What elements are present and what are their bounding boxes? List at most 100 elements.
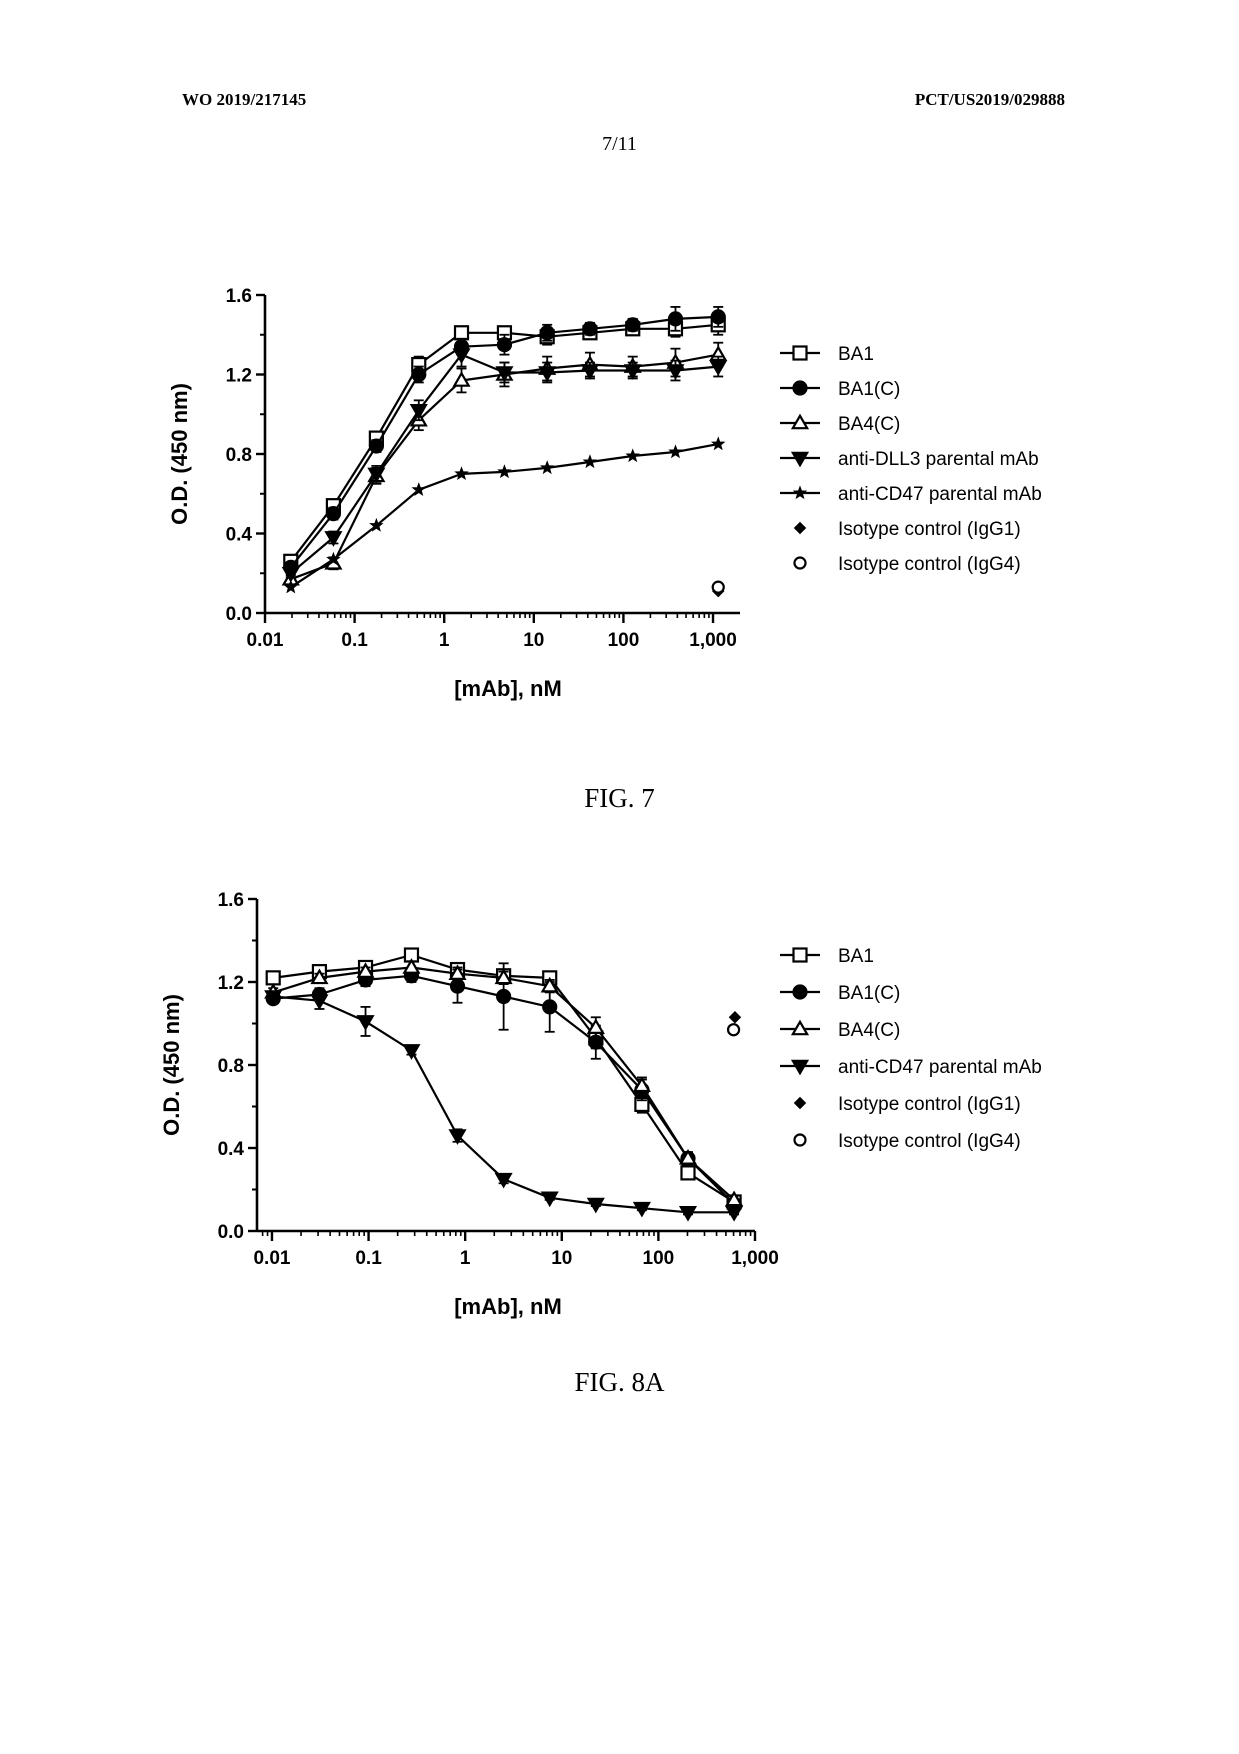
fig8a-point-anti-cd47-parental-mab — [494, 1172, 513, 1189]
fig7-point-ba1-c — [539, 325, 555, 341]
fig8a-point-isotype-control-igg4 — [726, 1023, 741, 1037]
fig8a-legend-label: BA1(C) — [838, 983, 900, 1004]
fig8a-point-anti-cd47-parental-mab — [310, 994, 329, 1011]
fig7-series-ba1-c — [283, 306, 726, 575]
fig7-point-anti-cd47-parental-mab — [411, 482, 427, 496]
fig7-point-ba1 — [453, 325, 470, 341]
publication-number: WO 2019/217145 — [182, 90, 307, 109]
fig7-point-anti-dll3-parental-mab — [666, 364, 685, 380]
fig7-point-ba1-c — [411, 366, 427, 383]
fig8a-point-ba4-c — [448, 964, 467, 981]
fig7-legend-marker — [793, 521, 807, 535]
fig8a-point-ba4-c — [402, 958, 421, 974]
fig7-legend-label: BA1(C) — [838, 379, 900, 400]
fig8a-legend-marker — [792, 947, 808, 963]
fig7-point-isotype-control-igg4 — [711, 580, 725, 594]
fig8a-point-ba1-c — [542, 999, 558, 1015]
fig7-y-tick-label: 0.4 — [226, 525, 253, 546]
fig7-legend-marker — [792, 485, 808, 500]
fig7-point-anti-cd47-parental-mab — [539, 460, 555, 475]
fig8a-point-ba1-c — [496, 988, 512, 1005]
fig8a-series-ba4-c — [264, 958, 744, 1207]
fig7-legend-marker — [790, 451, 810, 468]
fig7-legend-item-isotype-control-igg4: Isotype control (IgG4) — [793, 554, 1021, 575]
fig7-legend-label: Isotype control (IgG4) — [838, 554, 1021, 575]
fig8a-point-ba4-c — [632, 1076, 651, 1093]
fig7-point-ba1-c — [710, 309, 726, 325]
fig7-legend-label: BA4(C) — [838, 414, 900, 435]
fig7-legend-item-ba1: BA1 — [780, 344, 874, 365]
fig7-series-anti-dll3-parental-mab — [281, 341, 728, 583]
fig7-legend-marker — [790, 413, 810, 430]
fig8a-y-tick-label: 1.6 — [218, 890, 244, 911]
fig7-legend-label: anti-DLL3 parental mAb — [838, 449, 1039, 470]
fig7-point-anti-dll3-parental-mab — [281, 566, 300, 583]
fig8a-point-anti-cd47-parental-mab — [678, 1206, 698, 1222]
fig8a-chart: 0.0 0.4 0.8 1.2 1.6 0.01 0.1 1 10 100 1,000 [mAb], … — [159, 890, 1042, 1319]
fig8a-legend-item-ba1-c: BA1(C) — [780, 983, 900, 1004]
fig7-legend-label: Isotype control (IgG1) — [838, 519, 1021, 540]
fig8a-point-ba4-c — [494, 968, 513, 985]
fig8a-y-axis-label: O.D. (450 nm) — [159, 994, 184, 1136]
fig8a-point-anti-cd47-parental-mab — [402, 1044, 421, 1060]
fig7-point-anti-dll3-parental-mab — [367, 467, 386, 484]
fig8a-series-isotype-control-igg1 — [728, 1011, 742, 1024]
fig7-point-ba1-c — [582, 321, 598, 337]
fig8a-legend-item-ba1: BA1 — [780, 946, 874, 967]
fig7-y-tick-label: 0.8 — [226, 445, 252, 466]
fig8a-y-tick-label: 1.2 — [218, 973, 244, 994]
fig8a-point-ba1-c — [449, 978, 466, 994]
fig7-point-anti-dll3-parental-mab — [452, 348, 471, 364]
fig8a-series-isotype-control-igg4 — [726, 1023, 741, 1037]
fig8a-point-ba4-c — [586, 1018, 605, 1034]
fig8a-legend-label: Isotype control (IgG4) — [838, 1131, 1021, 1152]
fig7-point-anti-cd47-parental-mab — [283, 579, 299, 594]
fig7-y-axis-label: O.D. (450 nm) — [167, 383, 192, 525]
fig7-point-ba1-c — [496, 337, 513, 353]
fig7-legend-marker — [792, 380, 808, 396]
fig7-x-tick-label: 10 — [523, 630, 544, 651]
fig8a-x-tick-label: 0.1 — [355, 1248, 382, 1269]
fig8a-legend-marker — [790, 1059, 810, 1076]
fig7-y-tick-label: 1.6 — [226, 286, 252, 307]
fig8a-legend-label: BA1 — [838, 946, 874, 967]
fig8a-x-tick-label: 100 — [643, 1248, 675, 1269]
fig7-point-anti-dll3-parental-mab — [409, 403, 428, 420]
fig8a-y-tick-label: 0.4 — [218, 1139, 245, 1160]
fig7-point-anti-dll3-parental-mab — [495, 366, 514, 382]
fig8a-y-tick-label: 0.0 — [218, 1222, 244, 1243]
page-number: 7/11 — [602, 133, 637, 155]
fig8a-legend-marker — [793, 1133, 807, 1147]
fig8a-point-ba4-c — [540, 976, 559, 993]
fig8a-series-anti-cd47-parental-mab — [264, 990, 744, 1222]
fig8a-point-anti-cd47-parental-mab — [264, 990, 283, 1006]
fig8a-legend-marker — [793, 1096, 807, 1110]
fig7-x-tick-label: 0.01 — [247, 630, 284, 651]
fig7-point-ba1-c — [368, 438, 384, 454]
fig7-y-tick-label: 1.2 — [226, 366, 252, 387]
fig8a-caption: FIG. 8A — [574, 1367, 665, 1397]
fig8a-point-ba1 — [680, 1165, 696, 1181]
fig8a-legend-label: anti-CD47 parental mAb — [838, 1057, 1042, 1078]
fig8a-x-tick-label: 0.01 — [253, 1248, 290, 1269]
fig7-x-tick-label: 100 — [608, 630, 640, 651]
fig8a-point-anti-cd47-parental-mab — [356, 1015, 375, 1031]
fig7-point-anti-cd47-parental-mab — [326, 551, 341, 566]
fig8a-point-ba4-c — [678, 1149, 698, 1165]
fig7-legend-item-ba4-c: BA4(C) — [780, 413, 900, 435]
fig7-point-anti-dll3-parental-mab — [709, 360, 728, 376]
fig7-point-ba4-c — [452, 371, 471, 387]
fig8a-point-anti-cd47-parental-mab — [586, 1197, 605, 1214]
fig7-legend-item-anti-dll3-parental-mab: anti-DLL3 parental mAb — [780, 449, 1039, 470]
fig7-point-anti-cd47-parental-mab — [668, 444, 683, 459]
fig8a-legend-item-anti-cd47-parental-mab: anti-CD47 parental mAb — [780, 1057, 1042, 1078]
fig7-line-ba1 — [289, 323, 719, 562]
application-number: PCT/US2019/029888 — [914, 90, 1065, 109]
fig8a-legend-label: BA4(C) — [838, 1020, 900, 1041]
fig7-point-anti-cd47-parental-mab — [582, 454, 598, 469]
fig7-point-anti-dll3-parental-mab — [623, 364, 642, 380]
fig7-chart: 0.0 0.4 0.8 1.2 1.6 0.01 0.1 1 10 100 1,000 [mAb], … — [167, 286, 1042, 701]
fig8a-x-tick-label: 1 — [460, 1248, 471, 1269]
fig8a-x-tick-label: 1,000 — [731, 1248, 779, 1269]
fig7-point-anti-cd47-parental-mab — [369, 517, 384, 532]
